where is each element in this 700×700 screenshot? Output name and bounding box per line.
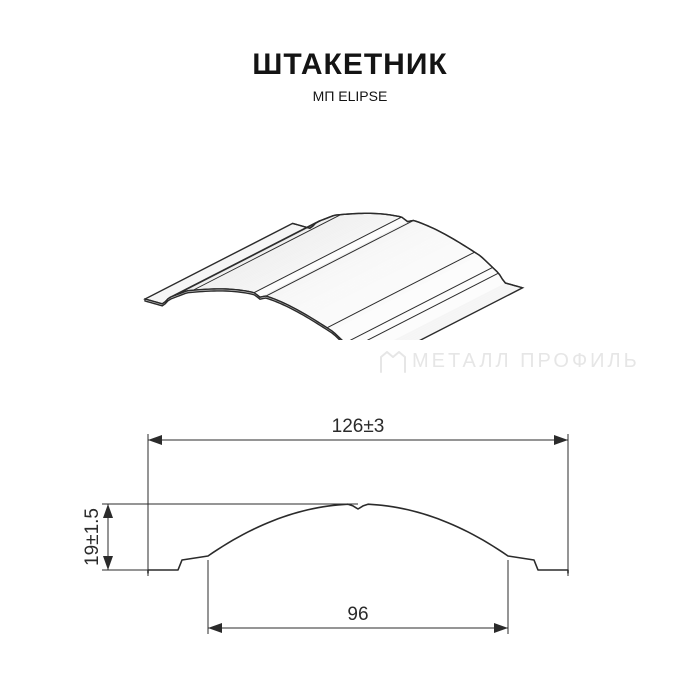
subtitle: МП ELIPSE [0,88,700,104]
watermark-text: МЕТАЛЛ ПРОФИЛЬ [412,350,640,372]
section-view: 126±3 19±1.5 96 [70,400,630,660]
iso-view [125,130,575,340]
svg-text:19±1.5: 19±1.5 [82,508,103,566]
wm-logo-icon [380,351,406,373]
svg-text:96: 96 [347,604,368,625]
watermark: МЕТАЛЛ ПРОФИЛЬ [380,350,640,373]
page-title: ШТАКЕТНИК [0,48,700,82]
svg-text:126±3: 126±3 [332,416,385,437]
